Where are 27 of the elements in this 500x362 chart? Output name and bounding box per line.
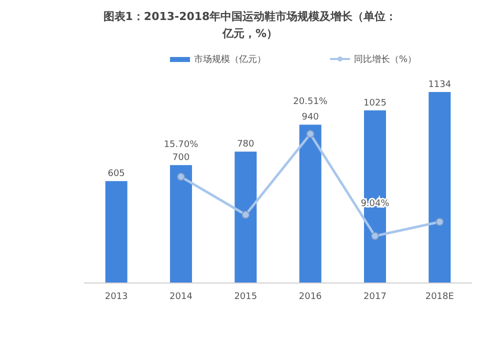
data-label: 20.51%	[293, 97, 328, 107]
point	[306, 130, 314, 138]
x-tick-label: 2018E	[425, 292, 454, 302]
chart-title: 图表1：2013-2018年中国运动鞋市场规模及增长（单位：亿元，%）	[102, 9, 398, 42]
data-label: 1134	[428, 80, 452, 90]
data-label: 700	[172, 153, 190, 164]
bar	[170, 165, 192, 283]
data-label: 605	[108, 169, 125, 180]
point	[436, 218, 444, 226]
data-label: 1025	[364, 98, 386, 108]
x-tick-label: 2015	[234, 292, 258, 302]
data-label: 15.70%	[164, 140, 199, 150]
point	[242, 210, 250, 219]
data-label: 940	[302, 112, 320, 123]
point	[371, 232, 379, 240]
x-tick-label: 2016	[298, 292, 322, 302]
x-tick-label: 2014	[170, 292, 193, 302]
x-tick-label: 2017	[364, 292, 386, 302]
bar	[234, 152, 257, 283]
bar	[105, 181, 128, 283]
data-label: 780	[237, 140, 255, 150]
bar	[299, 124, 322, 283]
bar	[428, 92, 451, 283]
legend-label: 市场规模（亿元）	[194, 54, 266, 65]
legend-label: 同比增长（%）	[354, 54, 417, 65]
point	[177, 172, 185, 181]
x-tick-label: 2013	[104, 292, 128, 302]
